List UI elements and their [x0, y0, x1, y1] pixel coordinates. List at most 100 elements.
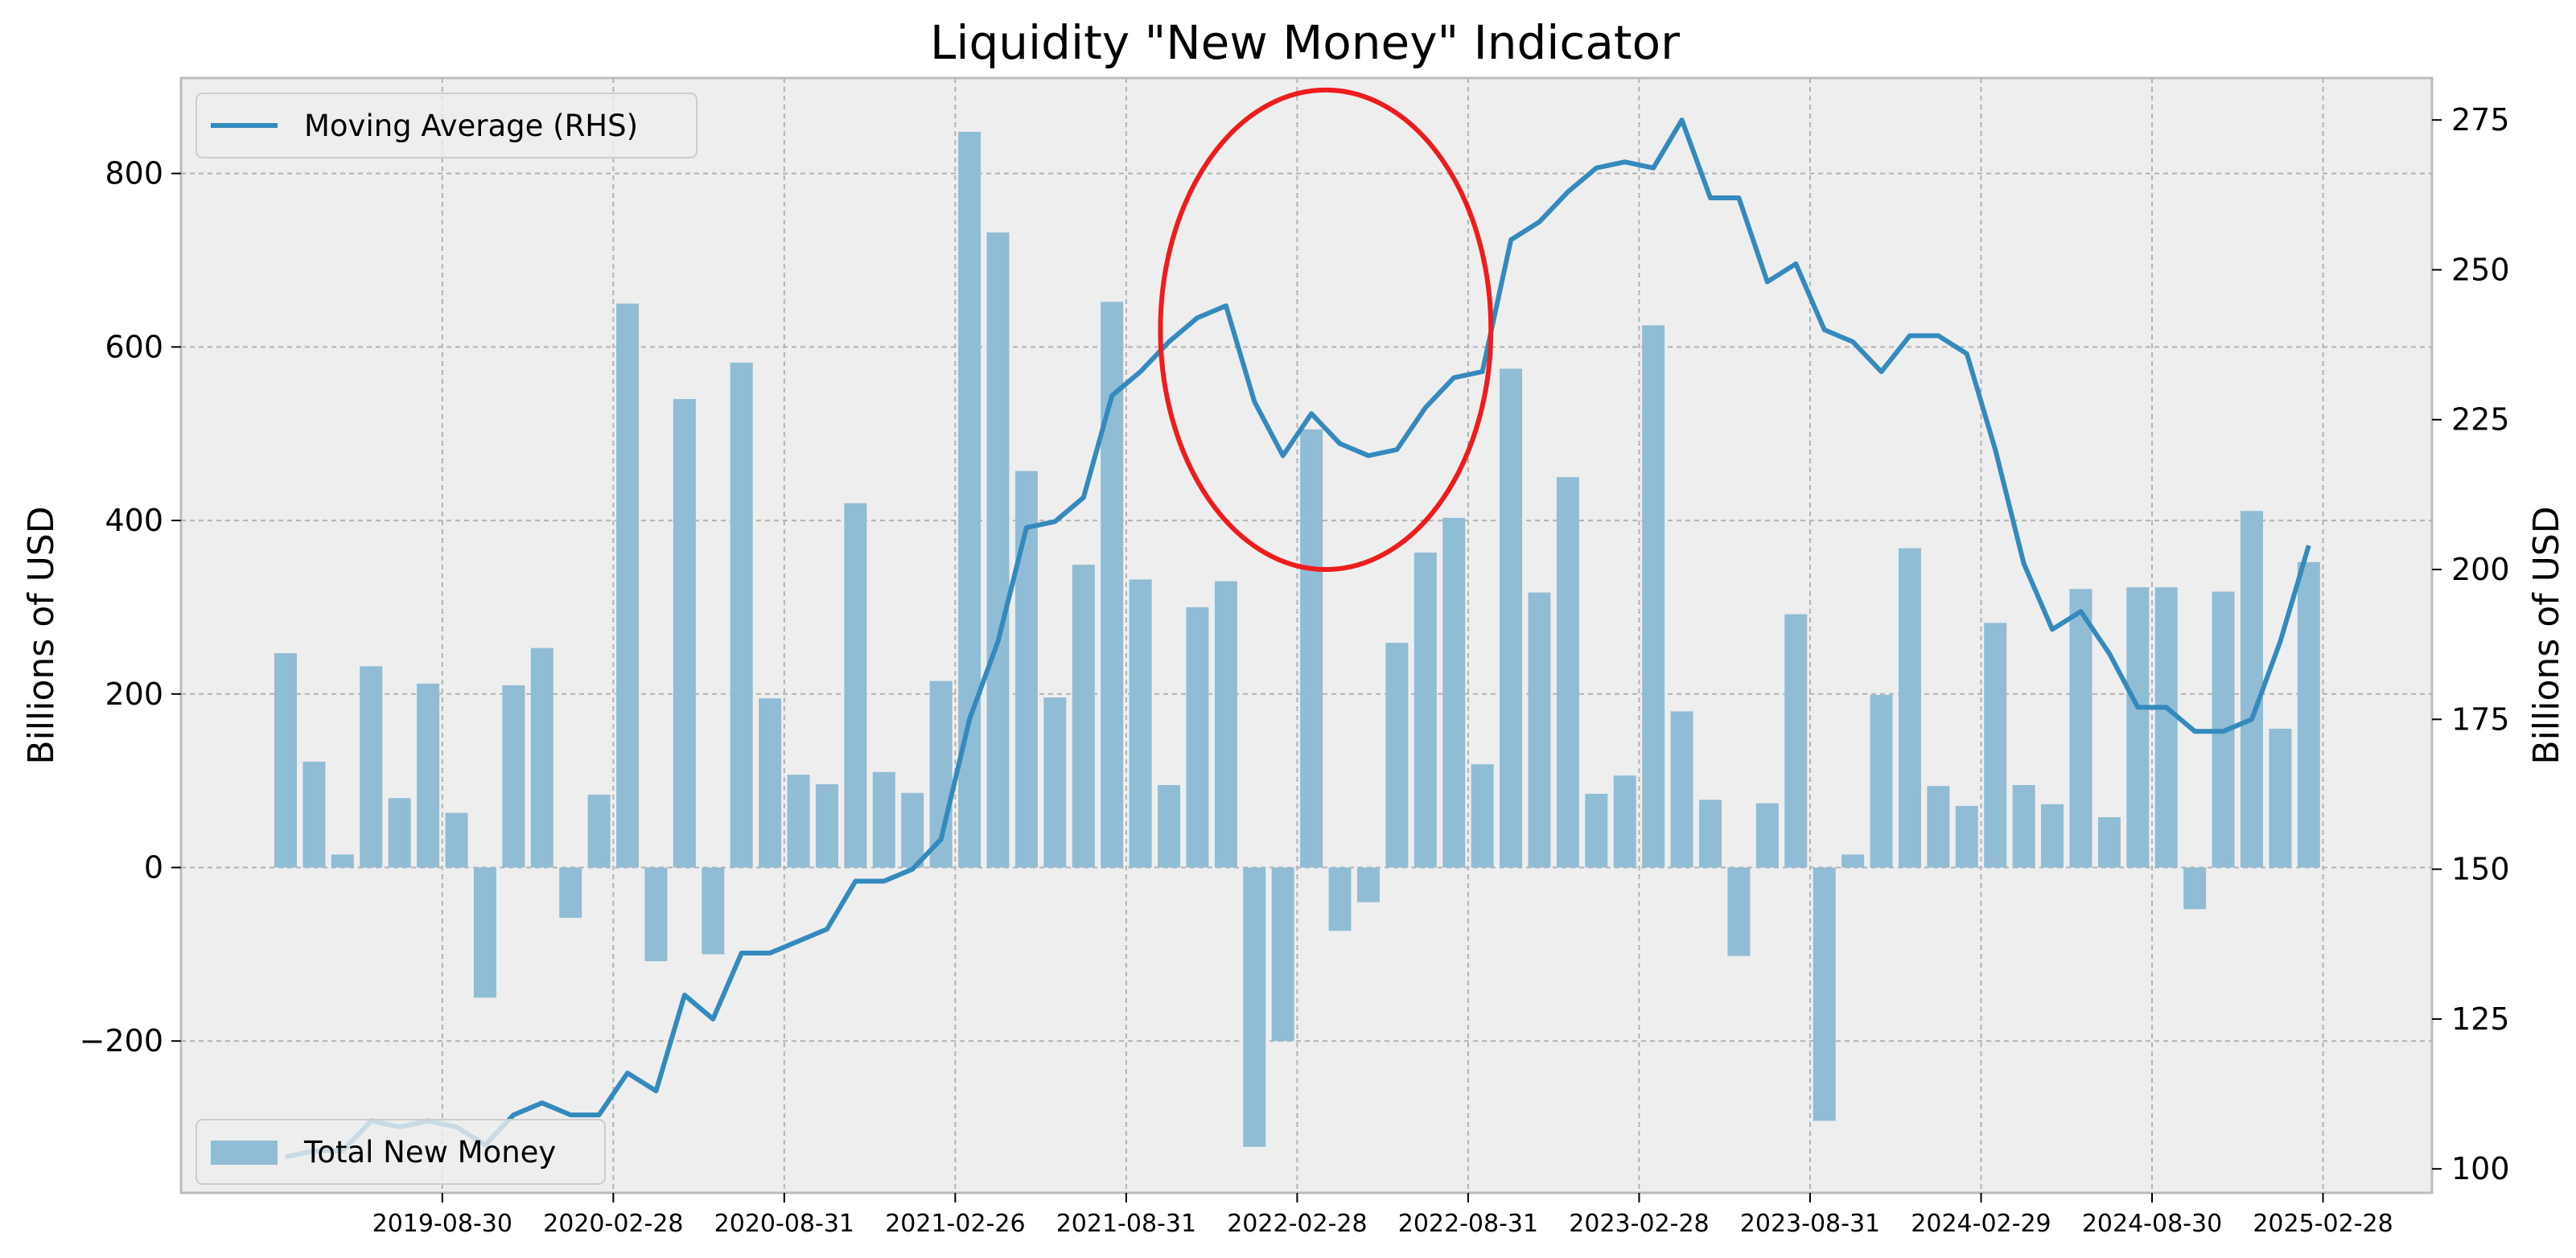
axes: −200 0 200 400 600 800 100 125 150 175 200 225 250 27… [80, 102, 2510, 1238]
bar-total-new-money [2069, 589, 2092, 868]
bar-total-new-money [1955, 805, 1978, 868]
bar-total-new-money [1699, 800, 1722, 868]
bar-total-new-money [417, 683, 440, 868]
bar-total-new-money [1243, 867, 1266, 1147]
y-tick-label-right: 225 [2451, 402, 2510, 438]
x-tick-label: 2024-08-30 [2082, 1210, 2222, 1238]
y-tick-label-right: 250 [2451, 252, 2510, 287]
bar-total-new-money [901, 792, 924, 868]
bar-total-new-money [2154, 587, 2178, 868]
bar-total-new-money [2041, 804, 2064, 868]
bar-total-new-money [1927, 786, 1950, 868]
bar-total-new-money [1984, 623, 2007, 868]
bar-total-new-money [1784, 614, 1808, 868]
bar-total-new-money [1356, 867, 1380, 902]
annotation-ellipse [1158, 87, 1494, 573]
legend-box-bottom [195, 1119, 606, 1185]
bar-total-new-money [986, 232, 1010, 868]
bar-total-new-money [702, 867, 725, 955]
bar-total-new-money [673, 399, 696, 868]
bar-total-new-money [1870, 694, 1893, 868]
bar-total-new-money [2126, 587, 2150, 868]
bar-total-new-money [1813, 867, 1836, 1121]
bar-total-new-money [331, 854, 354, 868]
bar-total-new-money [1755, 803, 1779, 868]
bar-total-new-money [2297, 561, 2320, 868]
bar-total-new-money [1471, 764, 1494, 868]
x-tick-label: 2025-02-28 [2253, 1210, 2393, 1238]
y-tick-label-right: 275 [2451, 102, 2510, 138]
bar-total-new-money [502, 685, 525, 868]
y-tick-label-right: 150 [2451, 852, 2510, 887]
bar-total-new-money [1072, 565, 1095, 868]
bar-total-new-money [787, 775, 810, 868]
bar-total-new-money [1414, 552, 1437, 868]
bar-total-new-money [445, 812, 468, 868]
annotation-layer [1158, 87, 1494, 573]
bar-total-new-money [1214, 581, 1237, 868]
legend-swatch-total-new-money [211, 1141, 278, 1165]
line-series-moving-average [285, 117, 2311, 1160]
bar-total-new-money [1158, 785, 1181, 868]
bar-total-new-money [1556, 477, 1579, 868]
bar-total-new-money [872, 771, 895, 868]
x-tick-label: 2024-02-29 [1911, 1210, 2051, 1238]
bar-total-new-money [1129, 579, 1152, 868]
bar-total-new-money [2240, 511, 2263, 868]
x-tick-label: 2020-02-28 [543, 1210, 683, 1238]
bar-total-new-money [473, 867, 496, 998]
bar-total-new-money [2012, 785, 2035, 868]
x-tick-label: 2021-02-26 [885, 1210, 1025, 1238]
bar-total-new-money [815, 783, 838, 868]
bar-total-new-money [1186, 606, 1209, 868]
y-tick-label-left: −200 [80, 1023, 163, 1059]
bar-total-new-money [274, 653, 297, 868]
x-tick-label: 2022-08-31 [1398, 1210, 1538, 1238]
bar-total-new-money [2097, 816, 2121, 868]
bar-total-new-money [616, 303, 640, 868]
y-tick-label-right: 175 [2451, 701, 2510, 737]
line-moving-average [285, 117, 2311, 1160]
x-tick-label: 2021-08-31 [1056, 1210, 1196, 1238]
legend-moving-average: Moving Average (RHS) [195, 92, 697, 158]
bar-total-new-money [1043, 697, 1067, 868]
bar-total-new-money [1271, 867, 1294, 1042]
legend-box-top [195, 92, 697, 158]
x-tick-label: 2022-02-28 [1227, 1210, 1367, 1238]
bar-total-new-money [1898, 548, 1921, 868]
bar-total-new-money [360, 666, 383, 868]
y-tick-label-right: 100 [2451, 1151, 2510, 1186]
legend-label-total-new-money: Total New Money [303, 1135, 556, 1170]
bar-total-new-money [1642, 325, 1665, 868]
x-tick-label: 2023-02-28 [1569, 1210, 1709, 1238]
y-tick-label-left: 0 [144, 850, 163, 886]
y-tick-label-right: 200 [2451, 552, 2510, 587]
bar-total-new-money [1613, 775, 1636, 868]
bar-total-new-money [1841, 854, 1865, 868]
y-tick-label-left: 600 [105, 329, 163, 364]
chart-title: Liquidity "New Money" Indicator [930, 15, 1680, 70]
y-tick-label-left: 400 [105, 503, 163, 538]
bar-total-new-money [1528, 592, 1551, 868]
bar-total-new-money [1328, 867, 1352, 931]
bar-total-new-money [730, 362, 753, 868]
bar-total-new-money [1670, 711, 1693, 868]
bar-total-new-money [759, 698, 782, 868]
bar-total-new-money [844, 503, 867, 868]
bar-total-new-money [1500, 368, 1523, 868]
y-tick-label-left: 200 [105, 676, 163, 712]
bar-total-new-money [587, 794, 611, 868]
legend-total-new-money: Total New Money [195, 1119, 606, 1185]
bar-total-new-money [1727, 867, 1751, 956]
bar-total-new-money [1300, 429, 1323, 868]
x-tick-label: 2020-08-31 [714, 1210, 854, 1238]
bar-total-new-money [388, 798, 411, 868]
legend-label-moving-average: Moving Average (RHS) [304, 109, 638, 143]
x-tick-label: 2023-08-31 [1740, 1210, 1880, 1238]
bar-total-new-money [559, 867, 582, 919]
bar-total-new-money [1442, 517, 1466, 868]
y-tick-label-left: 800 [105, 156, 163, 191]
y-axis-label-right: Billions of USD [2526, 506, 2567, 764]
bar-total-new-money [1385, 643, 1409, 868]
